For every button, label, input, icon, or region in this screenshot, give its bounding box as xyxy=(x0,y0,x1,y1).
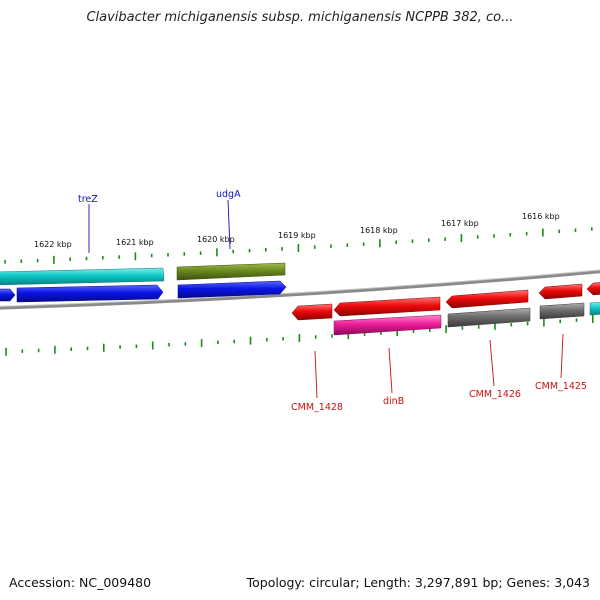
leader-CMM_1426 xyxy=(489,339,495,387)
ruler-label-1621: 1621 kbp xyxy=(116,238,154,247)
map-title: Clavibacter michiganensis subsp. michiga… xyxy=(86,10,514,25)
gene-cyan-right[interactable] xyxy=(589,302,600,316)
gene-red-4[interactable] xyxy=(586,282,600,296)
gene-label-CMM_1426: CMM_1426 xyxy=(469,389,521,400)
gene-udgA[interactable] xyxy=(176,262,286,281)
ruler-label-1622: 1622 kbp xyxy=(34,240,72,249)
ruler-label-1619: 1619 kbp xyxy=(278,231,316,240)
accession-label: Accession: NC_009480 xyxy=(9,575,152,590)
gene-CMM_1428[interactable] xyxy=(291,303,333,321)
gene-CMM_1426[interactable] xyxy=(447,307,531,328)
leader-dinB xyxy=(388,347,393,394)
gene-blue-left[interactable] xyxy=(0,288,16,302)
gene-dinB[interactable] xyxy=(333,314,442,336)
gene-blue-right[interactable] xyxy=(177,280,287,299)
gene-label-treZ: treZ xyxy=(78,194,98,205)
ruler-ticks xyxy=(4,227,594,356)
gene-label-udgA: udgA xyxy=(216,189,241,200)
genome-backbone xyxy=(0,269,600,310)
gene-label-CMM_1425: CMM_1425 xyxy=(535,381,587,392)
leader-udgA xyxy=(227,199,231,250)
gene-label-dinB: dinB xyxy=(383,396,404,407)
genome-backbone-highlight xyxy=(0,269,600,307)
leader-CMM_1428 xyxy=(314,350,318,399)
gene-CMM_1425[interactable] xyxy=(539,302,585,320)
ruler-label-1618: 1618 kbp xyxy=(360,226,398,235)
gene-treZ[interactable] xyxy=(0,267,165,286)
ruler-label-1620: 1620 kbp xyxy=(197,235,235,244)
gene-red-2[interactable] xyxy=(445,289,529,309)
gene-label-CMM_1428: CMM_1428 xyxy=(291,402,343,413)
genome-summary: Topology: circular; Length: 3,297,891 bp… xyxy=(246,575,590,590)
gene-red-3[interactable] xyxy=(538,283,583,300)
leader-CMM_1425 xyxy=(560,333,564,379)
gene-blue-middle[interactable] xyxy=(16,284,164,303)
ruler-label-1617: 1617 kbp xyxy=(441,219,479,228)
ruler-label-1616: 1616 kbp xyxy=(522,212,560,221)
gene-red-1[interactable] xyxy=(333,296,441,317)
